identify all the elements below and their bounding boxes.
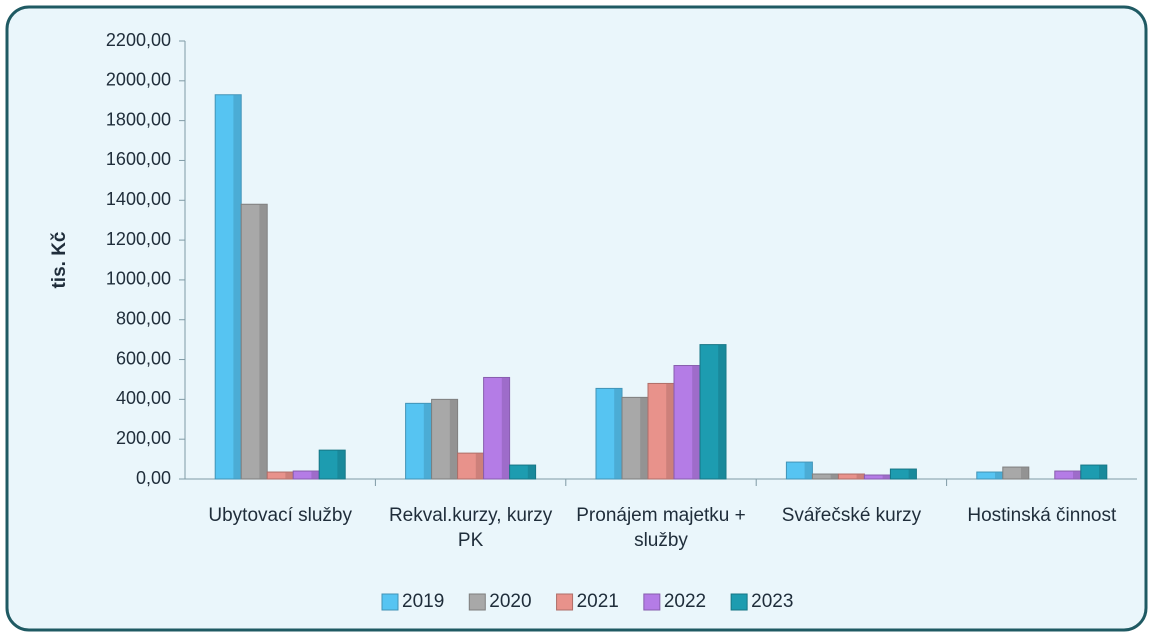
- legend-swatch: [556, 593, 574, 611]
- y-axis-title: tis. Kč: [49, 231, 70, 288]
- legend-swatch: [468, 593, 486, 611]
- bar-shade: [1021, 467, 1029, 479]
- y-tick-label: 1000,00: [106, 269, 171, 289]
- legend-label: 2023: [751, 591, 793, 612]
- bar-shade: [856, 474, 865, 479]
- bar-shade: [995, 472, 1003, 479]
- legend-swatch: [730, 593, 748, 611]
- y-tick-label: 1200,00: [106, 229, 171, 249]
- bar-shade: [640, 397, 648, 479]
- legend-label: 2020: [489, 591, 531, 612]
- bar-shade: [449, 399, 458, 479]
- x-tick-label: Hostinská činnost: [967, 505, 1117, 526]
- legend-label: 2022: [664, 591, 706, 612]
- y-tick-label: 800,00: [116, 308, 171, 328]
- legend-swatch: [643, 593, 661, 611]
- x-tick-label: Rekval.kurzy, kurzy PK: [388, 505, 553, 551]
- x-tick-label: Svářečské kurzy: [781, 505, 922, 526]
- bar-shade: [1073, 471, 1081, 479]
- bar-shade: [233, 94, 242, 479]
- bar-shade: [259, 204, 268, 479]
- bar: [889, 468, 917, 480]
- y-tick-label: 2000,00: [106, 70, 171, 90]
- y-tick-label: 1600,00: [106, 149, 171, 169]
- x-tick-label: Pronájem majetku + služby: [576, 505, 746, 551]
- bar-shade: [882, 475, 891, 479]
- y-tick-label: 1800,00: [106, 109, 171, 129]
- bar-shade: [527, 465, 536, 479]
- bar-shade: [692, 365, 700, 479]
- bar-shade: [718, 344, 726, 479]
- legend-swatch: [381, 593, 399, 611]
- bar-shade: [311, 471, 320, 479]
- bar-shade: [501, 377, 510, 479]
- bar-shade: [830, 474, 839, 479]
- bar-shade: [475, 453, 484, 479]
- bar-shade: [1099, 465, 1107, 479]
- y-tick-label: 0,00: [136, 468, 171, 488]
- y-tick-label: 200,00: [116, 428, 171, 448]
- y-tick-label: 400,00: [116, 388, 171, 408]
- bar-shade: [908, 469, 917, 479]
- bar-shade: [423, 403, 432, 479]
- y-tick-label: 2200,00: [106, 30, 171, 50]
- y-tick-label: 600,00: [116, 348, 171, 368]
- bar-shade: [337, 450, 346, 479]
- bar-shade: [804, 462, 813, 479]
- bar-shade: [614, 388, 622, 479]
- x-tick-label: Ubytovací služby: [208, 505, 352, 526]
- legend-label: 2021: [577, 591, 619, 612]
- bar-shade: [666, 383, 674, 479]
- y-tick-label: 1400,00: [106, 189, 171, 209]
- legend-label: 2019: [402, 591, 444, 612]
- bar-shade: [285, 472, 294, 479]
